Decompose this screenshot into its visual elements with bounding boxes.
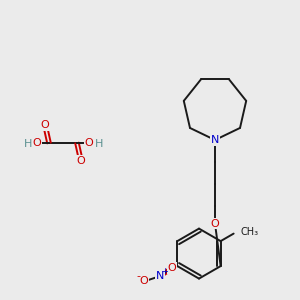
Text: H: H	[24, 139, 32, 149]
Text: CH₃: CH₃	[240, 227, 258, 237]
Text: O: O	[33, 138, 41, 148]
Text: O: O	[211, 219, 219, 229]
Text: O: O	[76, 156, 85, 166]
Text: H: H	[95, 139, 103, 149]
Text: O: O	[140, 276, 148, 286]
Text: O: O	[168, 263, 176, 273]
Text: O: O	[85, 138, 93, 148]
Text: N: N	[156, 271, 164, 281]
Text: N: N	[211, 135, 219, 145]
Text: O: O	[40, 120, 50, 130]
Text: +: +	[162, 267, 169, 276]
Text: -: -	[136, 271, 140, 281]
